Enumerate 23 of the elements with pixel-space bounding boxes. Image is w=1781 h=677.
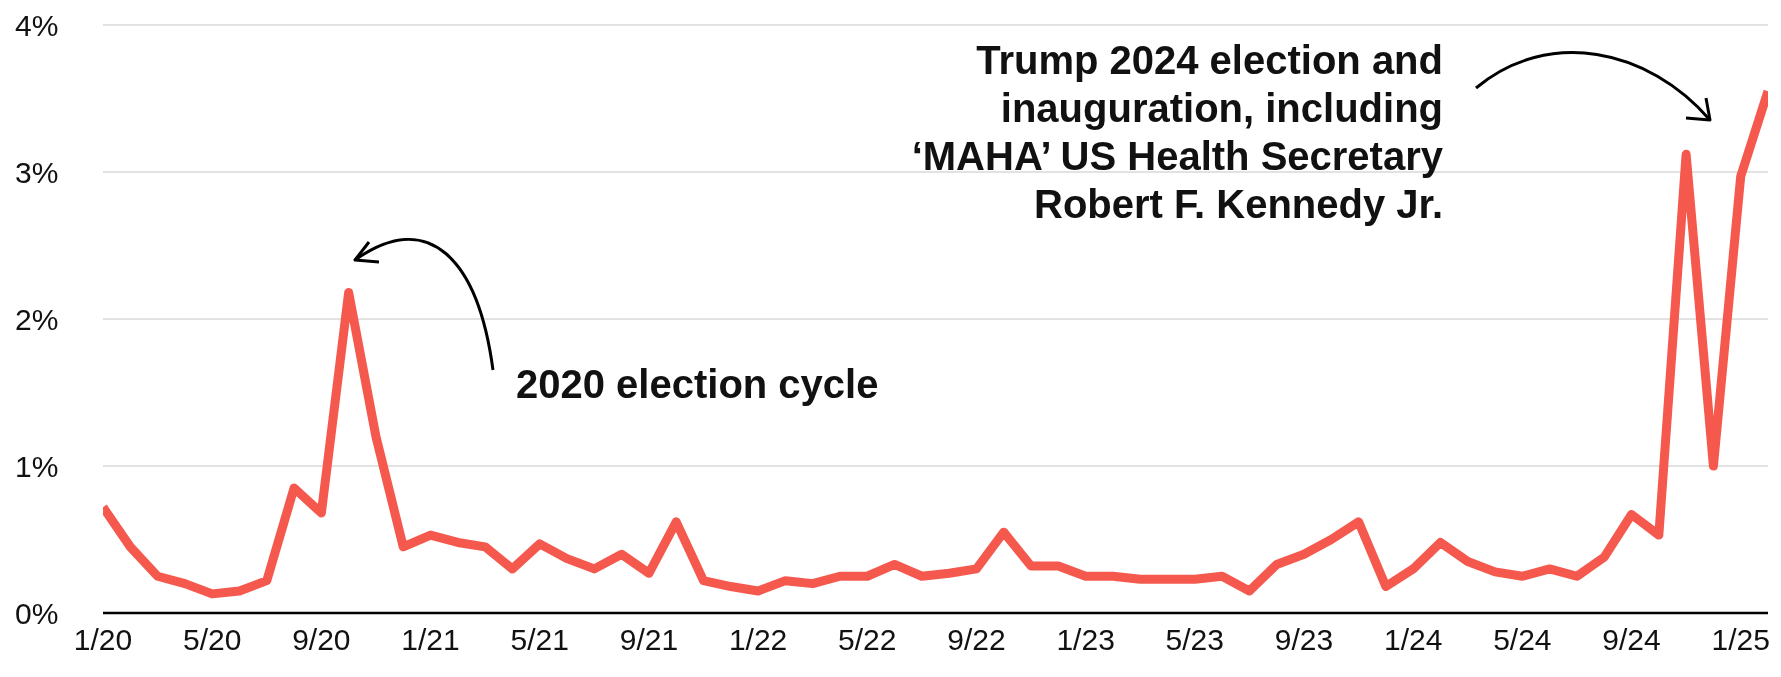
y-tick-label: 0% [15,596,59,630]
x-tick-label: 1/22 [728,623,788,657]
y-tick-label: 1% [15,449,59,483]
x-tick-label: 1/25 [1711,623,1770,657]
y-tick-label: 4% [15,8,59,42]
x-tick-label: 5/22 [838,623,897,657]
annotation: Trump 2024 election and inauguration, including ‘MAHA’ US Health Secretary Robert F. Kennedy Jr. [910,37,1443,228]
y-tick-label: 2% [15,302,59,336]
x-tick-label: 5/24 [1493,623,1552,657]
x-tick-label: 9/23 [1274,623,1334,657]
annotation: 2020 election cycle [516,361,880,408]
x-tick-label: 1/23 [1056,623,1115,657]
x-tick-label: 5/20 [182,623,242,657]
x-tick-label: 9/24 [1602,623,1661,657]
x-tick-label: 1/21 [401,623,460,657]
x-tick-label: 5/23 [1165,623,1224,657]
x-tick-label: 5/21 [510,623,569,657]
x-tick-label: 9/22 [947,623,1006,657]
y-tick-label: 3% [15,155,59,189]
x-tick-label: 9/21 [619,623,679,657]
x-tick-label: 1/24 [1383,623,1443,657]
x-tick-label: 1/20 [73,623,133,657]
x-tick-label: 9/20 [292,623,351,657]
